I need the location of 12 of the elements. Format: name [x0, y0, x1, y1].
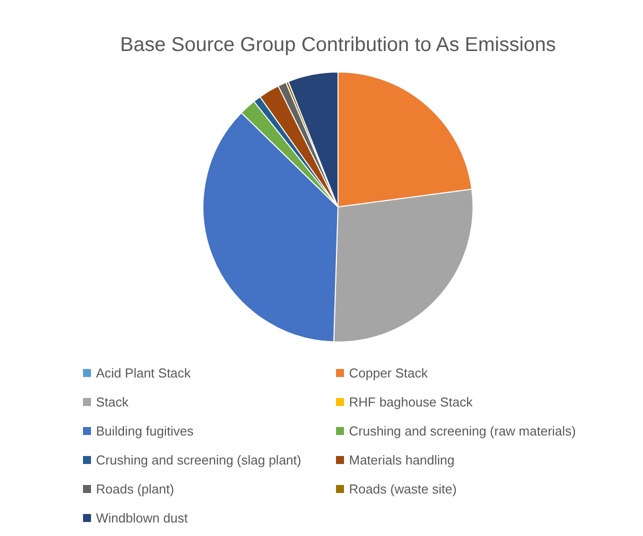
legend-label: Crushing and screening (slag plant): [96, 452, 302, 468]
legend-label: Building fugitives: [96, 424, 194, 438]
legend-label: Roads (plant): [96, 482, 174, 496]
legend-label: Stack: [96, 394, 130, 410]
chart-title: Base Source Group Contribution to As Emissions: [120, 34, 556, 56]
legend-label: RHF baghouse Stack: [349, 394, 474, 410]
legend-label: Crushing and screening (raw materials): [349, 424, 576, 438]
legend-label: Windblown dust: [96, 510, 188, 526]
legend-label: Copper Stack: [349, 366, 428, 380]
legend-label: Acid Plant Stack: [96, 366, 192, 380]
legend-label: Roads (waste site): [349, 482, 457, 496]
legend-label: Materials handling: [349, 452, 455, 468]
